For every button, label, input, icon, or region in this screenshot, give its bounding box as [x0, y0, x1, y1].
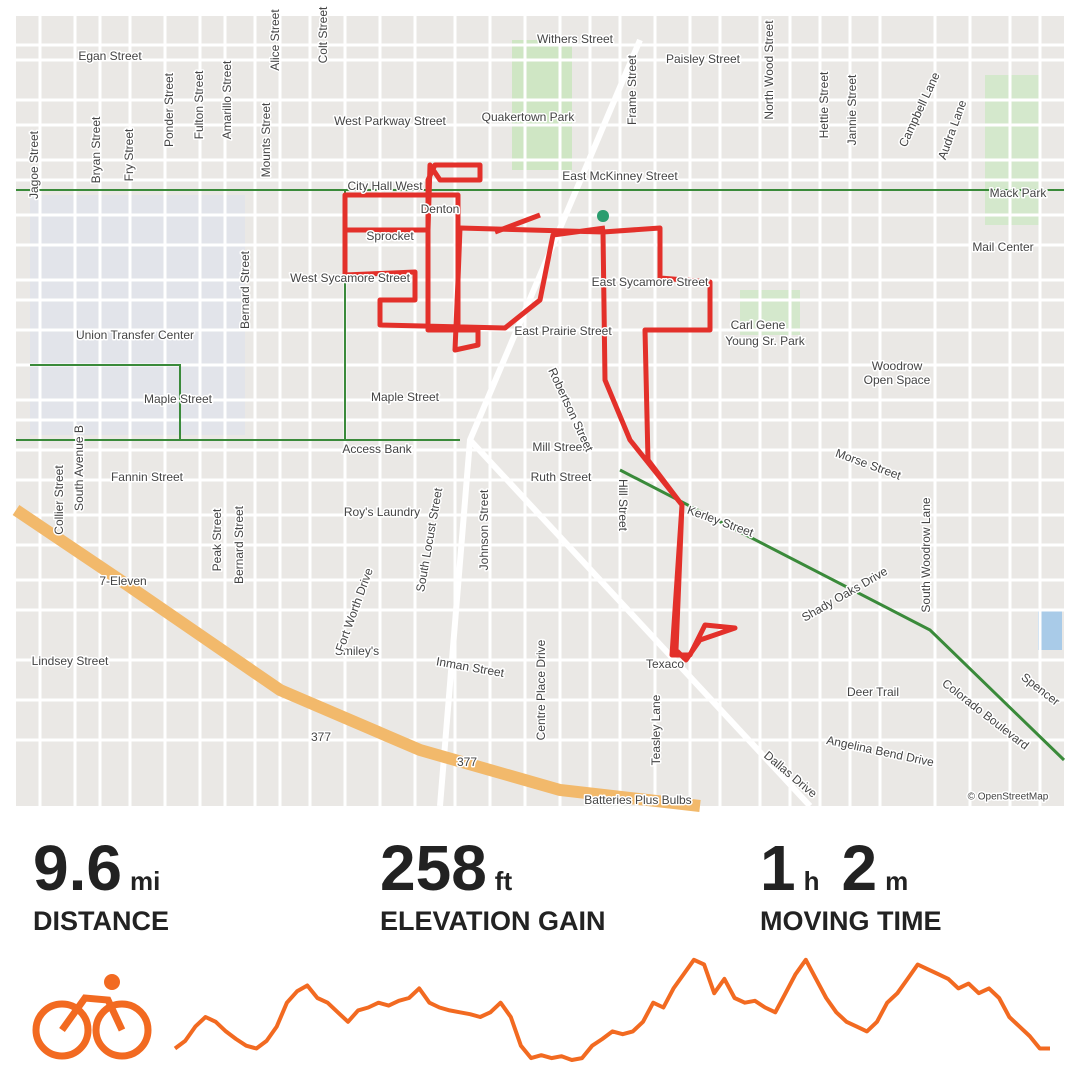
map-label: Jannie Street — [845, 74, 859, 145]
map: Egan Street Withers Street Paisley Street W… — [12, 4, 1066, 812]
map-label: East McKinney Street — [562, 169, 678, 183]
map-label: Alice Street — [268, 9, 282, 71]
map-label: 7-Eleven — [99, 574, 146, 588]
elevation-line — [173, 957, 1050, 1062]
map-label: Ponder Street — [162, 72, 176, 147]
map-label: Mill Street — [532, 440, 586, 454]
map-label: Quakertown Park — [482, 110, 576, 124]
map-label: Union Transfer Center — [76, 328, 194, 342]
map-label: Denton — [421, 202, 460, 216]
stat-label: MOVING TIME — [760, 906, 942, 936]
elevation-profile — [173, 957, 1050, 1062]
map-label: West Parkway Street — [334, 114, 446, 128]
map-label: Maple Street — [371, 390, 440, 404]
map-label: Amarillo Street — [220, 60, 234, 139]
park-area — [985, 75, 1040, 225]
map-label: Young Sr. Park — [725, 334, 806, 348]
stat-number: 258 — [380, 832, 487, 904]
map-label: East Prairie Street — [514, 324, 612, 338]
stat-number: 9.6 — [33, 832, 122, 904]
map-label: Jagoe Street — [27, 130, 41, 199]
stat-value: 258 ft — [380, 832, 512, 904]
map-label: Withers Street — [537, 32, 614, 46]
map-label: Sprocket — [366, 229, 414, 243]
bike-icon — [32, 974, 152, 1060]
map-label: Bernard Street — [232, 505, 246, 584]
stat-label: ELEVATION GAIN — [380, 906, 606, 936]
map-label: Johnson Street — [477, 489, 491, 570]
map-label: East Sycamore Street — [592, 275, 709, 289]
map-label: Open Space — [864, 373, 931, 387]
highway — [12, 505, 701, 812]
map-label: Texaco — [646, 657, 684, 671]
stat-unit: mi — [130, 866, 160, 896]
map-label: Fannin Street — [111, 470, 184, 484]
trail — [619, 468, 1066, 762]
pond — [1038, 610, 1062, 650]
map-label: 377 — [311, 730, 331, 744]
map-label: Fry Street — [122, 128, 136, 181]
stat-unit: m — [885, 866, 908, 896]
bike-lanes — [16, 189, 1064, 441]
map-label: Carl Gene — [731, 318, 786, 332]
park-area — [512, 40, 572, 170]
map-label: Roy's Laundry — [344, 505, 420, 519]
stat-number: 1 — [760, 832, 796, 904]
map-label: Frame Street — [625, 54, 639, 125]
map-label: West Sycamore Street — [290, 271, 410, 285]
map-label: Ruth Street — [531, 470, 592, 484]
map-label: Teasley Lane — [649, 694, 663, 765]
stat-unit: ft — [495, 866, 513, 896]
map-label: Centre Place Drive — [534, 639, 548, 740]
map-label: Peak Street — [210, 508, 224, 571]
map-label: City Hall West — [347, 179, 423, 193]
map-label: Paisley Street — [666, 52, 741, 66]
map-label: Smiley's — [335, 644, 379, 658]
map-label: South Avenue B — [72, 425, 86, 511]
map-label: Bernard Street — [238, 250, 252, 329]
map-label: South Woodrow Lane — [919, 497, 933, 613]
map-label: Access Bank — [342, 442, 412, 456]
map-label: Egan Street — [78, 49, 142, 63]
map-label: Lindsey Street — [32, 654, 109, 668]
street — [437, 38, 813, 809]
stat-label: DISTANCE — [33, 906, 169, 936]
map-label: Collier Street — [52, 465, 66, 535]
stat-value: 9.6 mi — [33, 832, 160, 904]
start-marker — [597, 210, 609, 230]
map-label: Mail Center — [972, 240, 1033, 254]
map-label: Maple Street — [144, 392, 213, 406]
map-label: Hettie Street — [817, 71, 831, 138]
map-label: Bryan Street — [89, 116, 103, 183]
map-label: Mack Park — [990, 186, 1048, 200]
map-label: North Wood Street — [762, 20, 776, 120]
campus-area — [30, 195, 245, 435]
map-label: Batteries Plus Bulbs — [584, 793, 691, 807]
map-label: Deer Trail — [847, 685, 899, 699]
map-label: 377 — [457, 755, 477, 769]
streets — [16, 16, 1064, 809]
map-label: Mounts Street — [259, 102, 273, 177]
map-label: Hill Street — [616, 479, 630, 532]
map-label: © OpenStreetMap — [968, 792, 1049, 803]
map-label: Woodrow — [872, 359, 923, 373]
map-label: Colt Street — [316, 6, 330, 63]
stat-unit: h — [804, 866, 820, 896]
stat-number: 2 — [841, 832, 877, 904]
map-label: Fulton Street — [192, 70, 206, 139]
route — [342, 162, 738, 663]
